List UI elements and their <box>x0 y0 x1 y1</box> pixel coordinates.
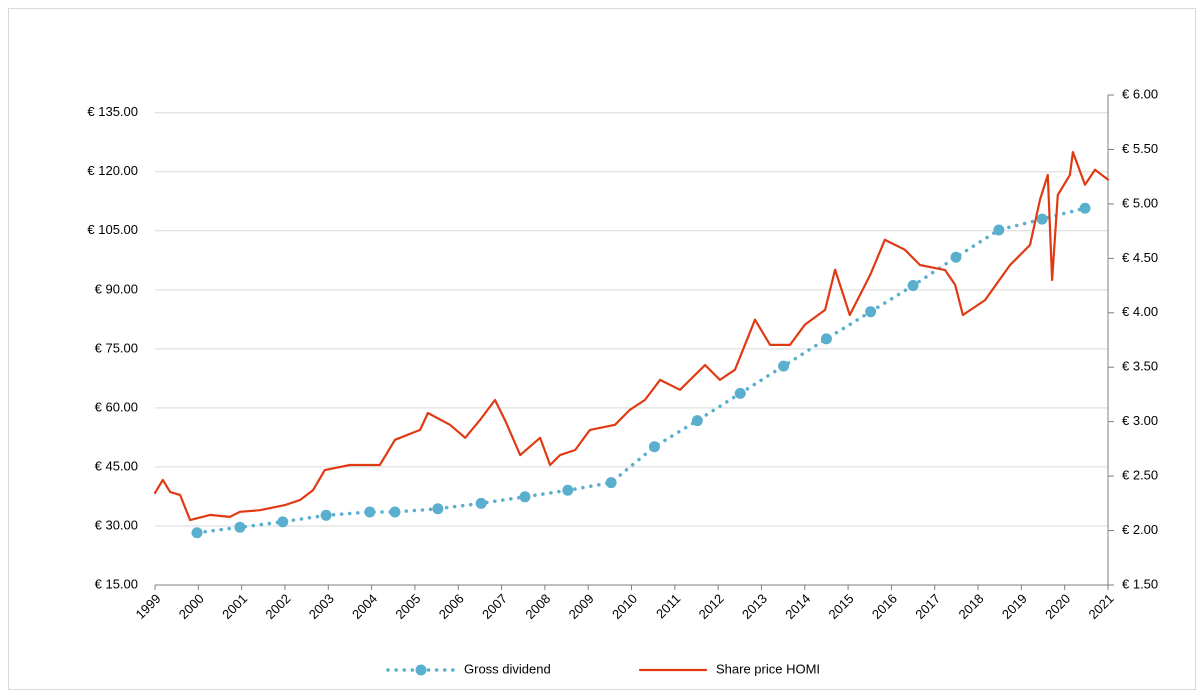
dividend-marker <box>320 509 332 521</box>
y2-tick-label: € 2.50 <box>1122 468 1158 483</box>
dividend-marker <box>820 333 832 345</box>
y2-tick-label: € 3.50 <box>1122 359 1158 374</box>
dividend-marker <box>648 441 660 453</box>
dividend-marker <box>1036 213 1048 225</box>
y-tick-label: € 60.00 <box>95 399 138 414</box>
dividend-marker <box>191 527 203 539</box>
y2-tick-label: € 2.00 <box>1122 522 1158 537</box>
dividend-marker <box>865 306 877 318</box>
y-tick-label: € 45.00 <box>95 458 138 473</box>
series-line <box>195 206 1087 535</box>
dividend-marker <box>993 224 1005 236</box>
dividend-marker <box>1079 202 1091 214</box>
y-tick-label: € 30.00 <box>95 517 138 532</box>
y2-tick-label: € 1.50 <box>1122 576 1158 591</box>
y-tick-label: € 105.00 <box>87 222 138 237</box>
dividend-marker <box>778 360 790 372</box>
y2-tick-label: € 3.00 <box>1122 413 1158 428</box>
dividend-marker <box>389 506 401 518</box>
y-tick-label: € 75.00 <box>95 340 138 355</box>
dividend-marker <box>475 497 487 509</box>
y2-tick-label: € 4.50 <box>1122 250 1158 265</box>
y-tick-label: € 120.00 <box>87 163 138 178</box>
legend-label: Share price HOMI <box>716 661 820 676</box>
dividend-marker <box>364 506 376 518</box>
dividend-marker <box>605 477 617 489</box>
dividend-marker <box>562 484 574 496</box>
dividend-marker <box>234 521 246 533</box>
y2-tick-label: € 5.00 <box>1122 195 1158 210</box>
dividend-marker <box>950 251 962 263</box>
legend-marker <box>415 664 427 676</box>
y-tick-label: € 15.00 <box>95 576 138 591</box>
y-tick-label: € 135.00 <box>87 104 138 119</box>
y-tick-label: € 90.00 <box>95 281 138 296</box>
dividend-marker <box>907 280 919 292</box>
dividend-marker <box>432 503 444 515</box>
legend-label: Gross dividend <box>464 661 551 676</box>
dividend-marker <box>691 415 703 427</box>
series-line <box>153 151 1110 522</box>
dividend-marker <box>519 491 531 503</box>
dividend-marker <box>734 387 746 399</box>
y2-tick-label: € 6.00 <box>1122 86 1158 101</box>
dividend-marker <box>277 516 289 528</box>
y2-tick-label: € 5.50 <box>1122 141 1158 156</box>
y2-tick-label: € 4.00 <box>1122 304 1158 319</box>
